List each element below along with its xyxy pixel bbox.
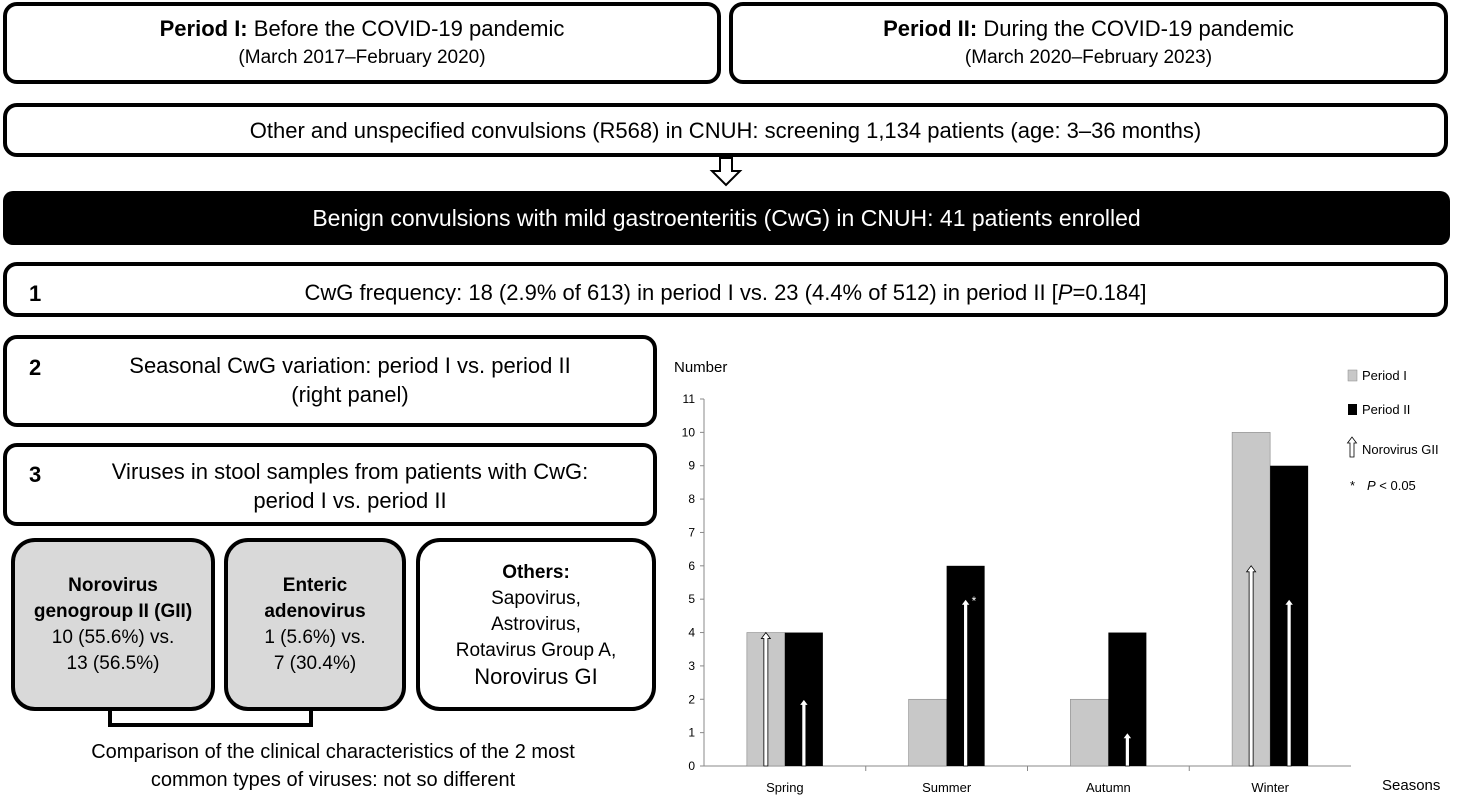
viruses-box: 3 Viruses in stool samples from patients… <box>3 443 657 526</box>
y-tick-label: 4 <box>688 626 695 640</box>
enrolled-box: Benign convulsions with mild gastroenter… <box>3 191 1450 245</box>
period-one-box: Period I: Before the COVID-19 pandemic (… <box>3 2 721 84</box>
legend-period-1-label: Period I <box>1362 368 1407 383</box>
chart-legend: Period I Period II Norovirus GII * P < 0… <box>1346 368 1439 493</box>
screening-box: Other and unspecified convulsions (R568)… <box>3 103 1448 157</box>
adenovirus-count-2: 7 (30.4%) <box>273 652 357 674</box>
norovirus-arrow-icon <box>1245 565 1257 767</box>
legend-p-value: P < 0.05 <box>1367 478 1416 493</box>
norovirus-gii-subtitle: genogroup II (GII) <box>33 600 193 622</box>
comparison-bracket <box>108 711 313 727</box>
frequency-box: 1 CwG frequency: 18 (2.9% of 613) in per… <box>3 262 1448 317</box>
seasonal-box: 2 Seasonal CwG variation: period I vs. p… <box>3 335 657 427</box>
y-tick-label: 9 <box>688 459 695 473</box>
significance-marker: * <box>972 594 977 608</box>
enrolled-text: Benign convulsions with mild gastroenter… <box>312 204 1141 231</box>
bar-period-1 <box>1070 698 1109 767</box>
x-tick-label: Autumn <box>1086 780 1131 795</box>
x-axis-label: Seasons <box>1382 777 1440 794</box>
period-one-heading: Period I: Before the COVID-19 pandemic <box>159 16 565 41</box>
norovirus-arrow-icon <box>1283 598 1295 767</box>
norovirus-arrow-icon <box>798 698 810 767</box>
period-two-range: (March 2020–February 2023) <box>964 47 1213 68</box>
norovirus-gii-title: Norovirus <box>68 574 158 596</box>
period-two-heading: Period II: During the COVID-19 pandemic <box>883 16 1294 41</box>
x-tick-label: Winter <box>1251 780 1289 795</box>
item-number-3: 3 <box>29 462 42 487</box>
y-tick-label: 10 <box>682 425 696 439</box>
y-tick-label: 7 <box>688 525 695 539</box>
adenovirus-box: Enteric adenovirus 1 (5.6%) vs. 7 (30.4%… <box>224 538 406 711</box>
other-viruses-box: Others: Sapovirus, Astrovirus, Rotavirus… <box>416 538 656 711</box>
screening-text: Other and unspecified convulsions (R568)… <box>249 117 1202 143</box>
norovirus-arrow-icon <box>1122 731 1133 767</box>
frequency-text: CwG frequency: 18 (2.9% of 613) in perio… <box>304 280 1147 305</box>
legend-period-2-label: Period II <box>1362 402 1410 417</box>
period-one-range: (March 2017–February 2020) <box>238 47 486 68</box>
y-tick-label: 2 <box>688 692 695 706</box>
adenovirus-count-1: 1 (5.6%) vs. <box>264 626 366 648</box>
adenovirus-title: Enteric <box>282 574 348 596</box>
other-virus-2: Astrovirus, <box>491 613 581 635</box>
other-virus-4: Norovirus GI <box>474 663 598 689</box>
period-two-box: Period II: During the COVID-19 pandemic … <box>729 2 1448 84</box>
norovirus-arrow-icon <box>760 631 772 767</box>
seasonal-text: Seasonal CwG variation: period I vs. per… <box>129 353 571 407</box>
norovirus-gii-box: Norovirus genogroup II (GII) 10 (55.6%) … <box>11 538 215 711</box>
y-tick-label: 8 <box>688 492 695 506</box>
item-number-1: 1 <box>29 281 42 306</box>
item-number-2: 2 <box>29 355 42 380</box>
y-tick-label: 0 <box>688 759 695 773</box>
legend-period-2-swatch <box>1348 404 1357 415</box>
legend-period-1-swatch <box>1347 369 1358 382</box>
down-arrow-icon <box>709 157 743 187</box>
legend-norovirus-label: Norovirus GII <box>1362 442 1439 457</box>
y-tick-label: 6 <box>688 559 695 573</box>
comparison-text: Comparison of the clinical characteristi… <box>91 741 575 791</box>
viruses-text: Viruses in stool samples from patients w… <box>111 459 589 513</box>
other-virus-3: Rotavirus Group A, <box>455 639 617 661</box>
norovirus-arrow-icon <box>960 598 971 767</box>
legend-p-star: * <box>1350 478 1355 493</box>
other-virus-1: Sapovirus, <box>491 587 581 609</box>
other-viruses-title: Others: <box>502 561 570 583</box>
y-tick-label: 5 <box>688 592 695 606</box>
bar-period-1 <box>908 698 947 767</box>
norovirus-gii-count-1: 10 (55.6%) vs. <box>51 626 175 648</box>
y-tick-label: 1 <box>688 726 695 740</box>
y-tick-label: 11 <box>683 392 696 406</box>
y-tick-label: 3 <box>688 659 695 673</box>
norovirus-gii-count-2: 13 (56.5%) <box>66 652 160 674</box>
x-tick-label: Spring <box>766 780 804 795</box>
x-tick-label: Summer <box>922 780 972 795</box>
legend-norovirus-arrow-icon <box>1346 436 1358 458</box>
adenovirus-subtitle: adenovirus <box>264 600 366 622</box>
y-axis-label: Number <box>674 359 727 376</box>
